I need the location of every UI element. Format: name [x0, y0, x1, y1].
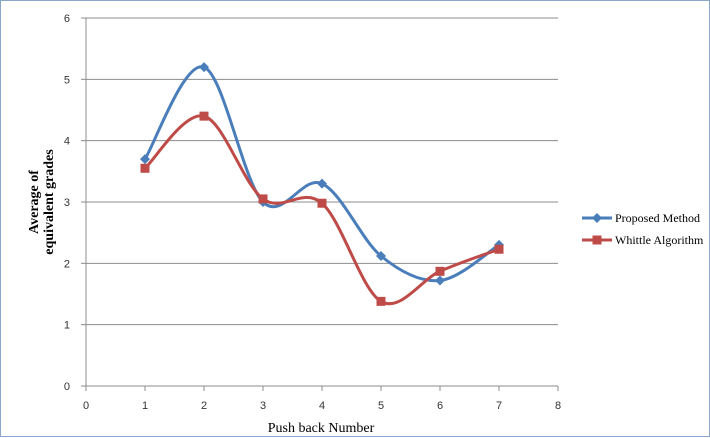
x-tick-label: 4: [319, 400, 325, 412]
x-tick-label: 2: [201, 400, 207, 412]
legend: Proposed Method Whittle Algorithm: [582, 211, 704, 247]
legend-marker: [592, 235, 602, 245]
x-tick-label: 3: [260, 400, 266, 412]
y-tick-label: 1: [64, 320, 70, 332]
data-point-whittle-algorithm: [140, 163, 150, 173]
data-point-proposed-method: [317, 178, 327, 189]
y-axis-title-line-2: equivalent grades: [42, 149, 57, 255]
data-point-proposed-method: [199, 62, 209, 73]
x-axis-title: Push back Number: [268, 421, 375, 436]
data-point-whittle-algorithm: [494, 244, 504, 254]
y-tick-label: 4: [64, 136, 70, 148]
legend-item-whittle-algorithm: Whittle Algorithm: [582, 233, 704, 247]
legend-label: Proposed Method: [615, 211, 700, 225]
series-proposed-method: [140, 62, 504, 286]
x-tick-label: 6: [437, 400, 443, 412]
series-whittle-algorithm: [140, 111, 504, 306]
data-point-proposed-method: [435, 275, 445, 286]
data-point-whittle-algorithm: [258, 194, 268, 204]
data-point-proposed-method: [140, 154, 150, 165]
x-tick-label: 5: [378, 400, 384, 412]
x-tick-label: 7: [496, 400, 502, 412]
legend-marker: [592, 213, 602, 223]
x-tick-labels: 0 1 2 3 4 5 6 7 8: [83, 386, 561, 412]
legend-label: Whittle Algorithm: [615, 233, 704, 247]
data-point-whittle-algorithm: [317, 198, 327, 208]
y-tick-label: 0: [64, 381, 70, 393]
y-tick-label: 2: [64, 258, 70, 270]
gridlines: [86, 17, 558, 326]
series-line-proposed-method: [143, 65, 500, 283]
y-axis-title: Average of equivalent grades: [27, 149, 57, 255]
data-point-proposed-method: [376, 250, 386, 261]
data-point-whittle-algorithm: [376, 296, 386, 306]
y-tick-labels: 0 1 2 3 4 5 6: [64, 13, 86, 393]
x-tick-label: 1: [142, 400, 148, 412]
legend-item-proposed-method: Proposed Method: [582, 211, 700, 225]
series-line-whittle-algorithm: [143, 114, 500, 306]
data-point-whittle-algorithm: [199, 111, 209, 121]
x-tick-label: 0: [83, 400, 89, 412]
y-tick-label: 3: [64, 197, 70, 209]
y-tick-label: 5: [64, 74, 70, 86]
y-axis-title-line-1: Average of: [27, 170, 42, 234]
y-tick-label: 6: [64, 13, 70, 25]
data-point-whittle-algorithm: [435, 266, 445, 276]
x-tick-label: 8: [555, 400, 561, 412]
series-group: [140, 62, 504, 306]
